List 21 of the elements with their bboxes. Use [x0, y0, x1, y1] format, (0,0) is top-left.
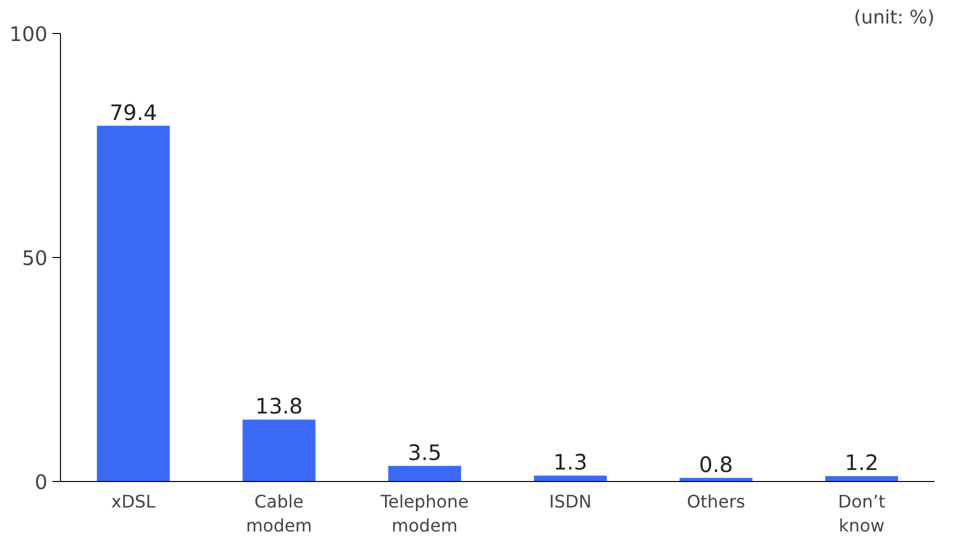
data-label: 1.2 — [844, 451, 879, 476]
data-label: 0.8 — [699, 452, 733, 478]
data-label: 1.3 — [553, 450, 588, 476]
bar — [534, 476, 607, 482]
y-tick-label: 50 — [22, 246, 48, 270]
y-tick-label: 0 — [34, 470, 48, 494]
bar — [388, 466, 462, 482]
data-label: 3.5 — [408, 440, 442, 466]
bar — [96, 126, 170, 482]
x-tick-label: xDSL — [111, 492, 156, 512]
x-tick-label: Don’t know — [838, 492, 886, 536]
data-label: 13.8 — [255, 394, 303, 420]
x-tick-label: ISDN — [549, 492, 592, 512]
bar — [242, 420, 316, 482]
x-tick-label: Others — [686, 492, 746, 512]
y-tick-label: 100 — [9, 22, 48, 46]
x-tick-label: Telephone modem — [380, 492, 469, 536]
x-tick-label: Cable modem — [246, 492, 312, 536]
bar — [825, 476, 898, 482]
text: (unit: %) — [854, 8, 935, 28]
data-label: 79.4 — [110, 100, 158, 126]
